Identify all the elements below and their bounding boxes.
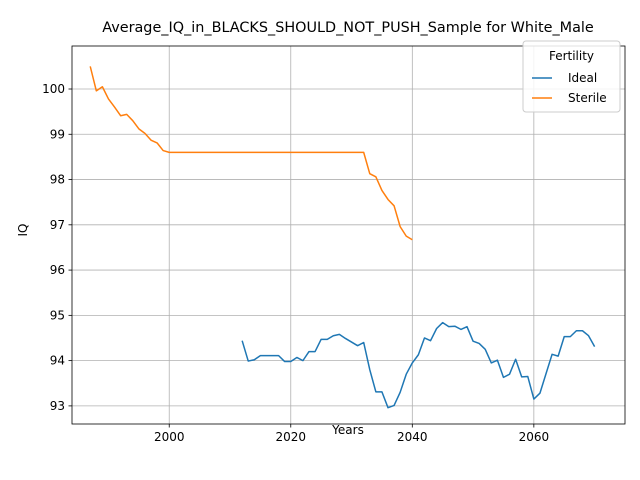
legend: Fertility Ideal Sterile <box>522 40 621 113</box>
x-tick-label: 2060 <box>519 430 550 444</box>
legend-label-sterile: Sterile <box>568 91 607 105</box>
chart-title: Average_IQ_in_BLACKS_SHOULD_NOT_PUSH_Sam… <box>102 20 594 36</box>
x-axis-title: Years <box>331 423 364 437</box>
y-tick-label: 95 <box>50 308 65 322</box>
y-tick-label: 94 <box>50 354 65 368</box>
x-tick-label: 2020 <box>275 430 306 444</box>
y-tick-label: 98 <box>50 173 65 187</box>
x-tick-label: 2040 <box>397 430 428 444</box>
y-tick-label: 93 <box>50 399 65 413</box>
series-line-sterile <box>89 66 413 241</box>
y-axis-title: IQ <box>16 224 30 237</box>
y-tick-label: 100 <box>42 82 65 96</box>
ticks: 2000 2020 2040 2060 93 94 95 96 97 98 99 100 <box>42 82 549 444</box>
x-tick-label: 2000 <box>154 430 185 444</box>
legend-label-ideal: Ideal <box>568 71 597 85</box>
series-line-ideal <box>241 321 596 409</box>
legend-box <box>522 40 621 113</box>
grid <box>72 46 625 424</box>
plot-lines <box>89 66 596 409</box>
y-tick-label: 99 <box>50 127 65 141</box>
y-tick-label: 97 <box>50 218 65 232</box>
legend-title: Fertility <box>549 49 594 63</box>
plot-frame <box>71 45 626 425</box>
y-tick-label: 96 <box>50 263 65 277</box>
